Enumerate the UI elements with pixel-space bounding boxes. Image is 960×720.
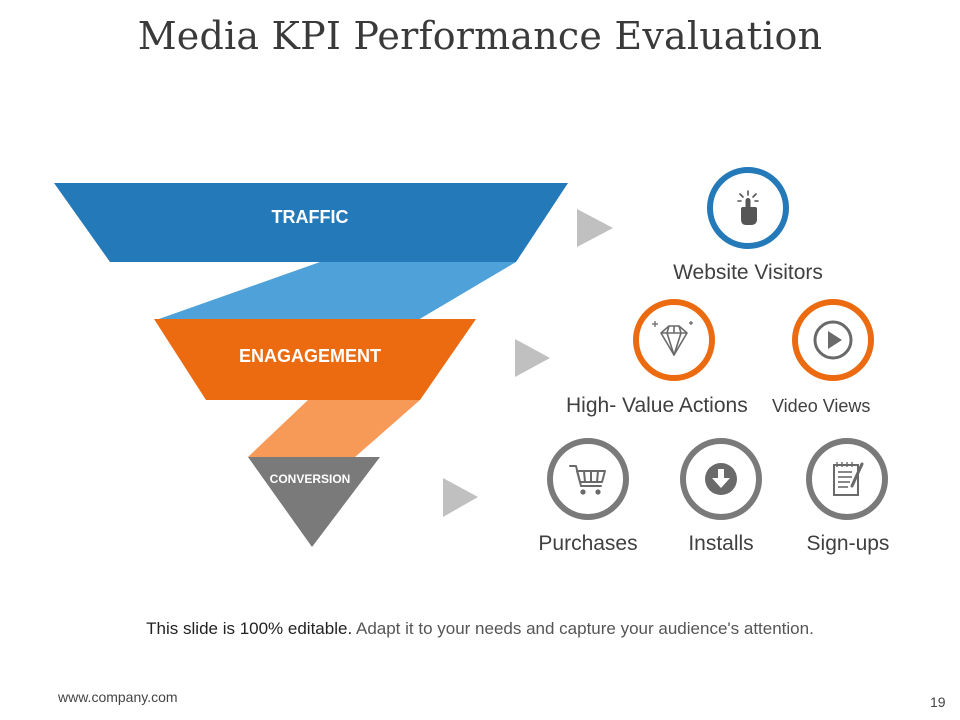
kpi-high-value-actions: High- Value Actions: [566, 394, 748, 417]
signup-form-icon: [833, 462, 864, 496]
traffic-connector: [156, 262, 516, 320]
website-visitors-badge: [707, 167, 789, 249]
footer-note: This slide is 100% editable. Adapt it to…: [0, 619, 960, 639]
signups-badge: [806, 438, 888, 520]
download-icon: [705, 463, 737, 495]
traffic-arrow-icon: [577, 209, 613, 247]
tap-hand-icon: [737, 190, 759, 225]
installs-badge: [680, 438, 762, 520]
kpi-purchases: Purchases: [538, 532, 638, 555]
funnel-stage-conversion: [248, 457, 380, 547]
footer-note-rest: Adapt it to your needs and capture your …: [355, 619, 814, 638]
purchases-badge: [547, 438, 629, 520]
engagement-connector: [248, 400, 420, 457]
stage-label-traffic: TRAFFIC: [271, 207, 349, 227]
footer-url: www.company.com: [58, 689, 178, 705]
footer-note-bold: This slide is 100% editable.: [146, 619, 353, 638]
stage-label-engagement: ENAGAGEMENT: [238, 346, 381, 366]
stage-label-conversion: CONVERSION: [269, 472, 351, 486]
video-views-badge: [792, 299, 874, 381]
slide-title: Media KPI Performance Evaluation: [137, 14, 823, 58]
kpi-website-visitors: Website Visitors: [673, 261, 823, 284]
kpi-signups: Sign-ups: [806, 532, 890, 555]
shopping-cart-icon: [569, 465, 606, 495]
high-value-actions-badge: [633, 299, 715, 381]
funnel-stage-engagement: [154, 319, 476, 400]
kpi-installs: Installs: [688, 532, 754, 555]
engagement-arrow-icon: [515, 339, 550, 377]
diamond-icon: [652, 321, 693, 356]
play-icon: [813, 320, 853, 360]
kpi-video-views: Video Views: [772, 396, 871, 416]
page-number: 19: [930, 694, 946, 710]
conversion-arrow-icon: [443, 478, 478, 517]
funnel-stage-traffic: [54, 183, 568, 262]
